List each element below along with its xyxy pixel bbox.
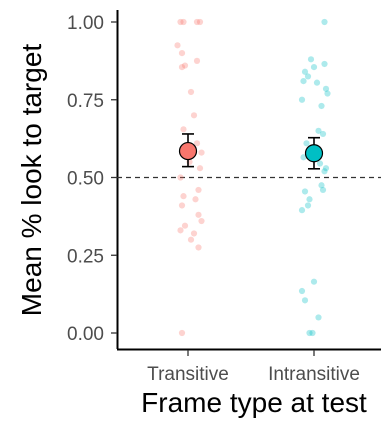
data-point [313,79,321,86]
data-point [192,196,199,203]
data-point [193,57,201,64]
data-point [322,85,330,92]
data-point [309,329,316,337]
x-tick-label: Intransitive [268,364,360,385]
data-point [318,182,325,189]
data-point [319,130,327,138]
data-point [324,90,331,97]
mean-point [178,141,198,161]
x-tick-label: Transitive [147,364,229,385]
data-point [178,63,186,71]
data-point [181,62,189,69]
y-tick-label: 0.50 [67,169,104,190]
data-point [178,202,186,209]
y-tick-label: 0.25 [67,246,104,267]
data-point [187,88,195,96]
data-point [181,222,189,229]
data-point [196,165,204,172]
y-tick-label: 1.00 [67,13,104,34]
data-point [193,140,201,147]
plot-panel: 0.00 0.25 0.50 0.75 1.00 Transitive Intransit… [67,10,381,385]
data-point [301,297,309,304]
x-axis-ticks: Transitive Intransitive [147,350,360,385]
data-point [300,77,307,85]
data-point [306,196,313,203]
data-point [195,186,202,194]
data-point [187,236,195,243]
data-point [177,18,184,26]
x-axis-title: Frame type at test [141,387,367,418]
data-point [304,202,312,209]
data-point [178,329,186,337]
mean-point [304,144,324,163]
data-point [180,18,187,26]
data-point [301,68,309,75]
y-tick-label: 0.00 [67,324,104,345]
data-point [321,60,328,68]
data-point [319,186,327,194]
data-point [177,174,184,181]
data-point [307,56,315,63]
data-point [195,244,202,251]
data-point [198,217,205,225]
data-point [298,96,306,103]
y-tick-label: 0.75 [67,91,104,112]
data-point [306,329,313,337]
data-point [198,149,205,156]
data-point [174,42,181,49]
data-point [190,230,198,237]
data-point [304,73,312,80]
data-point [196,18,204,26]
data-point [321,18,328,26]
data-point [177,227,184,234]
data-point [318,102,325,110]
data-point [303,140,310,147]
data-point [190,112,198,119]
data-point [195,211,202,218]
data-point [316,160,324,167]
data-point [300,154,307,161]
data-point [322,165,330,172]
data-point [193,18,201,26]
data-point [298,287,306,295]
y-axis-title: Mean % look to target [16,44,47,317]
data-point [298,207,306,214]
data-point [310,278,318,285]
y-axis-ticks: 0.00 0.25 0.50 0.75 1.00 [67,13,117,345]
data-point [315,127,322,134]
data-point [180,193,187,200]
data-point [301,188,309,195]
data-point [315,314,322,321]
data-point [180,126,187,133]
data-point [310,63,318,71]
mean-ci-markers [178,133,324,170]
data-point [321,168,328,175]
data-point [178,50,186,57]
